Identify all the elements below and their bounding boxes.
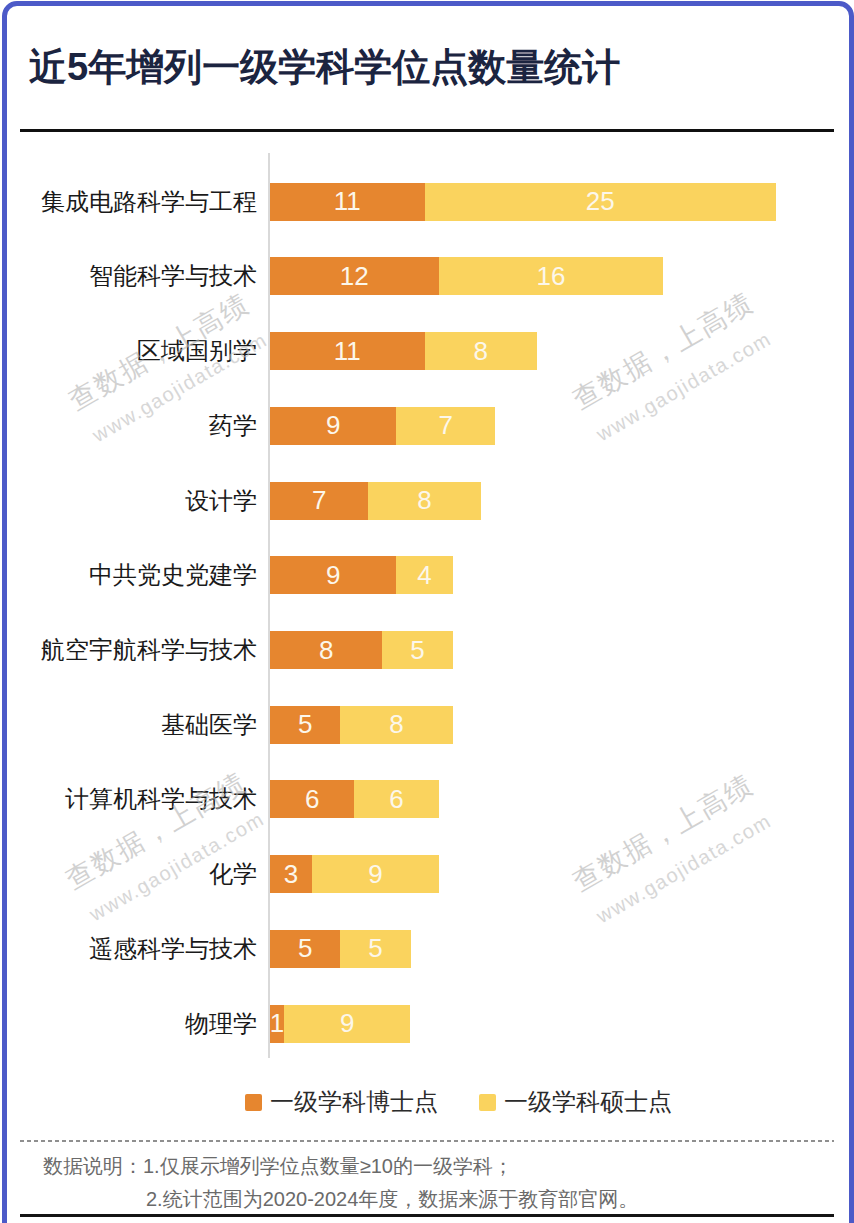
legend-item-doctor: 一级学科博士点 bbox=[245, 1086, 438, 1118]
bar-segment: 11 bbox=[270, 183, 425, 221]
stacked-bar: 118 bbox=[270, 332, 537, 370]
stacked-bar: 55 bbox=[270, 930, 411, 968]
category-label: 物理学 bbox=[0, 1008, 257, 1040]
chart-legend: 一级学科博士点 一级学科硕士点 bbox=[245, 1086, 672, 1118]
bar-segment: 9 bbox=[312, 855, 438, 893]
stacked-bar: 85 bbox=[270, 631, 453, 669]
footer-note: 数据说明：1.仅展示增列学位点数量≥10的一级学科； 2.统计范围为2020-2… bbox=[43, 1150, 638, 1216]
chart-row: 航空宇航科学与技术 85 bbox=[0, 631, 854, 669]
chart-row: 物理学 19 bbox=[0, 1005, 854, 1043]
bar-segment: 5 bbox=[270, 706, 340, 744]
legend-label-doctor: 一级学科博士点 bbox=[270, 1086, 438, 1118]
footer-divider-dashed bbox=[20, 1140, 834, 1142]
chart-row: 智能科学与技术 1216 bbox=[0, 257, 854, 295]
footer-divider-solid bbox=[20, 1214, 834, 1217]
bar-segment: 16 bbox=[439, 257, 664, 295]
stacked-bar: 58 bbox=[270, 706, 453, 744]
stacked-bar: 78 bbox=[270, 482, 481, 520]
bar-segment: 12 bbox=[270, 257, 439, 295]
chart-row: 基础医学 58 bbox=[0, 706, 854, 744]
stacked-bar: 39 bbox=[270, 855, 439, 893]
bar-segment: 8 bbox=[270, 631, 382, 669]
legend-item-master: 一级学科硕士点 bbox=[479, 1086, 672, 1118]
chart-row: 遥感科学与技术 55 bbox=[0, 930, 854, 968]
legend-label-master: 一级学科硕士点 bbox=[504, 1086, 672, 1118]
bar-segment: 4 bbox=[396, 556, 452, 594]
footer-note-line2: 2.统计范围为2020-2024年度，数据来源于教育部官网。 bbox=[43, 1183, 638, 1216]
category-label: 基础医学 bbox=[0, 709, 257, 741]
bar-segment: 5 bbox=[382, 631, 452, 669]
category-label: 集成电路科学与工程 bbox=[0, 186, 257, 218]
category-label: 中共党史党建学 bbox=[0, 559, 257, 591]
category-label: 航空宇航科学与技术 bbox=[0, 634, 257, 666]
category-label: 智能科学与技术 bbox=[0, 260, 257, 292]
bar-segment: 9 bbox=[270, 556, 396, 594]
chart-row: 设计学 78 bbox=[0, 482, 854, 520]
footer-note-line1: 数据说明：1.仅展示增列学位点数量≥10的一级学科； bbox=[43, 1150, 638, 1183]
bar-segment: 5 bbox=[270, 930, 340, 968]
bar-segment: 7 bbox=[270, 482, 368, 520]
bar-segment: 8 bbox=[425, 332, 537, 370]
stacked-bar: 1216 bbox=[270, 257, 663, 295]
bar-segment: 6 bbox=[270, 780, 354, 818]
stacked-bar: 19 bbox=[270, 1005, 410, 1043]
stacked-bar: 66 bbox=[270, 780, 439, 818]
bar-segment: 5 bbox=[340, 930, 410, 968]
bar-segment: 9 bbox=[270, 407, 396, 445]
legend-swatch-doctor bbox=[245, 1094, 262, 1111]
stacked-bar: 1125 bbox=[270, 183, 776, 221]
category-label: 遥感科学与技术 bbox=[0, 933, 257, 965]
legend-swatch-master bbox=[479, 1094, 496, 1111]
category-label: 设计学 bbox=[0, 485, 257, 517]
bar-segment: 8 bbox=[368, 482, 480, 520]
bar-segment: 1 bbox=[270, 1005, 284, 1043]
stacked-bar: 97 bbox=[270, 407, 495, 445]
bar-segment: 6 bbox=[354, 780, 438, 818]
chart-row: 集成电路科学与工程 1125 bbox=[0, 183, 854, 221]
chart-row: 中共党史党建学 94 bbox=[0, 556, 854, 594]
bar-segment: 3 bbox=[270, 855, 312, 893]
bar-segment: 11 bbox=[270, 332, 425, 370]
bar-segment: 9 bbox=[284, 1005, 410, 1043]
stacked-bar: 94 bbox=[270, 556, 453, 594]
bar-segment: 25 bbox=[425, 183, 776, 221]
bar-segment: 7 bbox=[396, 407, 494, 445]
bar-segment: 8 bbox=[340, 706, 452, 744]
